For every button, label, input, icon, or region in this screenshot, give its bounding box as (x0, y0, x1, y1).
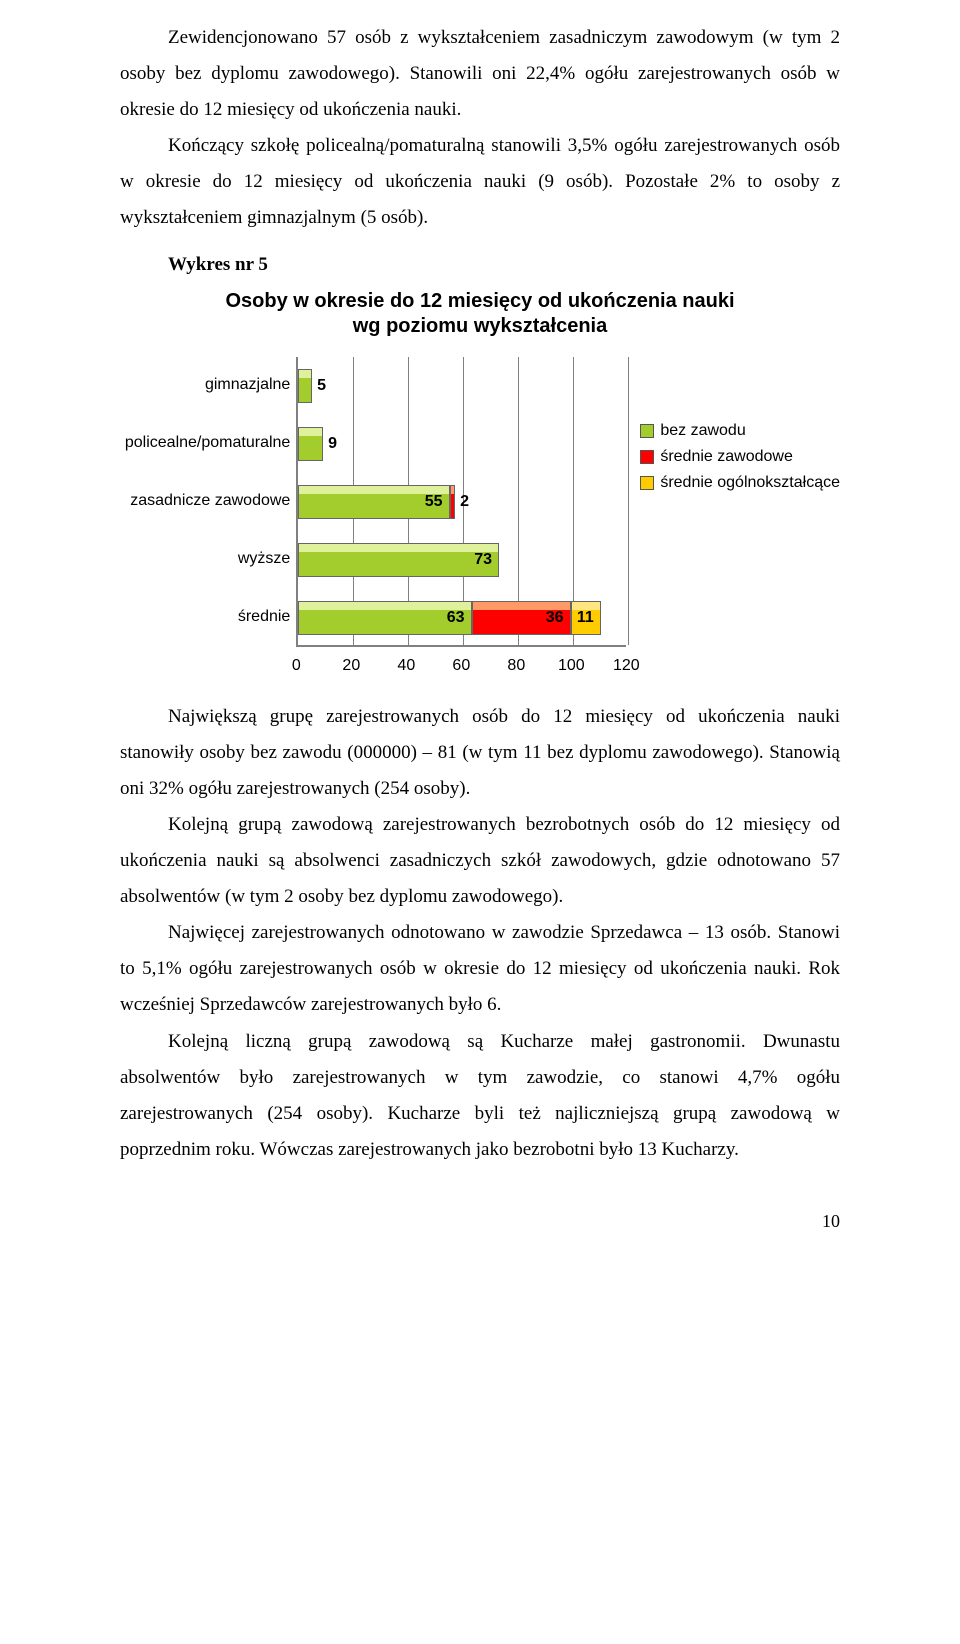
bar-segment: 9 (298, 427, 323, 461)
legend-swatch (640, 450, 654, 464)
paragraph-5: Najwięcej zarejestrowanych odnotowano w … (120, 915, 840, 1023)
paragraph-6: Kolejną liczną grupą zawodową są Kucharz… (120, 1024, 840, 1168)
paragraph-3: Największą grupę zarejestrowanych osób d… (120, 699, 840, 807)
category-label: średnie (238, 589, 290, 647)
legend-label: bez zawodu (660, 419, 745, 443)
category-axis-labels: gimnazjalnepolicealne/pomaturalnezasadni… (120, 357, 296, 647)
bar-value-label: 11 (577, 602, 594, 632)
chart-heading: Wykres nr 5 (120, 247, 840, 283)
bar-segment: 73 (298, 543, 499, 577)
bar-row: 5 (298, 369, 312, 403)
chart-x-axis: 020406080100120 (296, 647, 626, 671)
legend-item: średnie ogólnokształcące (640, 471, 840, 495)
x-tick-label: 80 (507, 651, 525, 681)
bar-value-label: 9 (328, 428, 337, 458)
bar-row: 552 (298, 485, 455, 519)
gridline (628, 357, 629, 645)
category-label: gimnazjalne (205, 357, 290, 415)
bar-segment: 5 (298, 369, 312, 403)
bar-value-label: 73 (474, 544, 492, 574)
chart-title-line1: Osoby w okresie do 12 miesięcy od ukończ… (225, 290, 734, 312)
bar-value-label: 36 (546, 602, 564, 632)
bar-segment: 63 (298, 601, 471, 635)
x-tick-label: 0 (292, 651, 301, 681)
legend-label: średnie ogólnokształcące (660, 471, 840, 495)
paragraph-2: Kończący szkołę policealną/pomaturalną s… (120, 128, 840, 236)
x-tick-label: 20 (342, 651, 360, 681)
legend-item: bez zawodu (640, 419, 840, 443)
chart-title-line2: wg poziomu wykształcenia (353, 315, 608, 337)
category-label: zasadnicze zawodowe (130, 473, 290, 531)
bar-segment: 2 (450, 485, 456, 519)
paragraph-4: Kolejną grupą zawodową zarejestrowanych … (120, 807, 840, 915)
category-label: wyższe (238, 531, 290, 589)
category-label: policealne/pomaturalne (125, 415, 290, 473)
bar-segment: 36 (472, 601, 571, 635)
bar-value-label: 55 (425, 486, 443, 516)
x-tick-label: 60 (452, 651, 470, 681)
legend-label: średnie zawodowe (660, 445, 793, 469)
paragraph-1: Zewidencjonowano 57 osób z wykształcenie… (120, 20, 840, 128)
chart-title: Osoby w okresie do 12 miesięcy od ukończ… (120, 289, 840, 339)
x-tick-label: 120 (613, 651, 640, 681)
education-chart: gimnazjalnepolicealne/pomaturalnezasadni… (120, 357, 840, 671)
bar-row: 9 (298, 427, 323, 461)
bar-row: 73 (298, 543, 499, 577)
bar-segment: 11 (571, 601, 601, 635)
legend-item: średnie zawodowe (640, 445, 840, 469)
bar-value-label: 5 (317, 370, 326, 400)
page-number: 10 (120, 1204, 840, 1238)
x-tick-label: 100 (558, 651, 585, 681)
bar-value-label: 2 (460, 486, 469, 516)
chart-plot-area: 5955273633611 (296, 357, 626, 647)
legend-swatch (640, 424, 654, 438)
bar-segment: 55 (298, 485, 449, 519)
x-tick-label: 40 (397, 651, 415, 681)
bar-value-label: 63 (447, 602, 465, 632)
chart-legend: bez zawoduśrednie zawodoweśrednie ogólno… (640, 417, 840, 497)
legend-swatch (640, 476, 654, 490)
bar-row: 63 36 11 (298, 601, 601, 635)
